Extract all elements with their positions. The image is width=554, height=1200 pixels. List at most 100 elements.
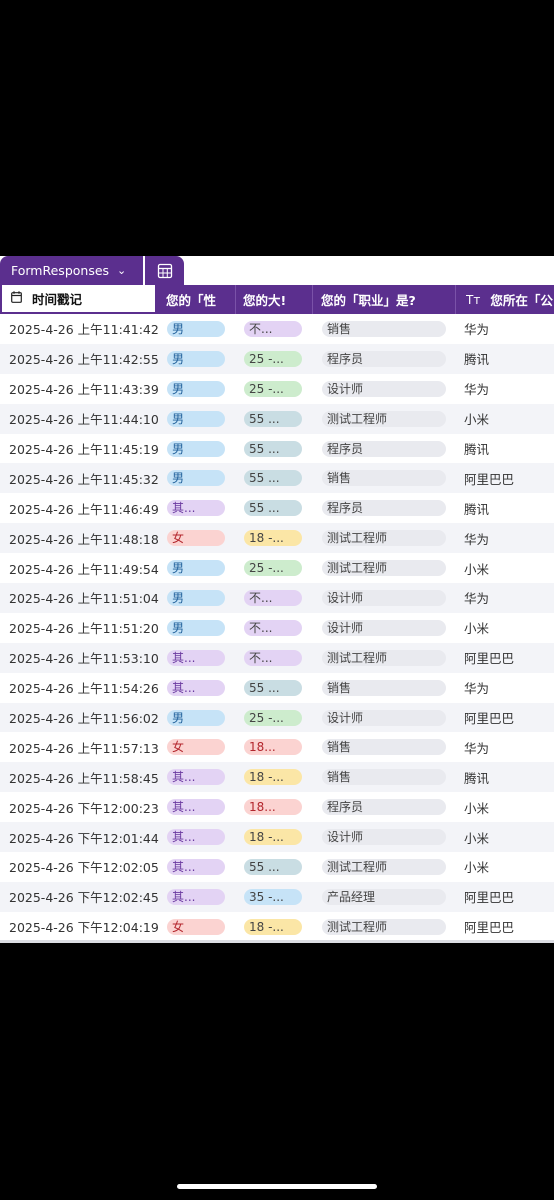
cell-age[interactable]: 18...: [244, 732, 302, 762]
column-divider[interactable]: [455, 285, 456, 314]
cell-age[interactable]: 55 ...: [244, 852, 302, 882]
cell-timestamp[interactable]: 2025-4-26 下午12:04:19: [9, 912, 159, 942]
cell-gender[interactable]: 男: [167, 374, 225, 404]
cell-gender[interactable]: 女: [167, 523, 225, 553]
cell-age[interactable]: 25 -...: [244, 553, 302, 583]
cell-company[interactable]: 华为: [464, 523, 489, 553]
cell-company[interactable]: 阿里巴巴: [464, 882, 514, 912]
cell-occupation[interactable]: 销售: [322, 673, 446, 703]
cell-gender[interactable]: 其...: [167, 762, 225, 792]
cell-occupation[interactable]: 程序员: [322, 344, 446, 374]
cell-timestamp[interactable]: 2025-4-26 下午12:02:05: [9, 852, 159, 882]
cell-age[interactable]: 25 -...: [244, 374, 302, 404]
cell-timestamp[interactable]: 2025-4-26 下午12:00:23: [9, 792, 159, 822]
table-row[interactable]: 2025-4-26 上午11:45:19 男 55 ... 程序员 腾讯: [0, 433, 554, 464]
cell-occupation[interactable]: 销售: [322, 732, 446, 762]
home-indicator[interactable]: [177, 1184, 377, 1189]
cell-company[interactable]: 腾讯: [464, 493, 489, 523]
table-row[interactable]: 2025-4-26 下午12:04:19 女 18 -... 测试工程师 阿里巴巴: [0, 911, 554, 942]
cell-gender[interactable]: 男: [167, 613, 225, 643]
cell-gender[interactable]: 男: [167, 553, 225, 583]
cell-age[interactable]: 25 -...: [244, 703, 302, 733]
cell-timestamp[interactable]: 2025-4-26 上午11:51:20: [9, 613, 159, 643]
cell-age[interactable]: 18 -...: [244, 912, 302, 942]
cell-occupation[interactable]: 程序员: [322, 493, 446, 523]
cell-timestamp[interactable]: 2025-4-26 上午11:53:10: [9, 643, 159, 673]
cell-company[interactable]: 阿里巴巴: [464, 463, 514, 493]
table-row[interactable]: 2025-4-26 下午12:02:05 其... 55 ... 测试工程师 小米: [0, 852, 554, 882]
cell-occupation[interactable]: 设计师: [322, 613, 446, 643]
cell-gender[interactable]: 男: [167, 434, 225, 464]
cell-company[interactable]: 小米: [464, 404, 489, 434]
cell-timestamp[interactable]: 2025-4-26 上午11:56:02: [9, 703, 159, 733]
cell-gender[interactable]: 其...: [167, 643, 225, 673]
cell-company[interactable]: 腾讯: [464, 762, 489, 792]
cell-occupation[interactable]: 测试工程师: [322, 553, 446, 583]
cell-age[interactable]: 18 -...: [244, 523, 302, 553]
cell-age[interactable]: 55 ...: [244, 434, 302, 464]
cell-timestamp[interactable]: 2025-4-26 上午11:58:45: [9, 762, 159, 792]
cell-age[interactable]: 不...: [244, 613, 302, 643]
table-row[interactable]: 2025-4-26 下午12:02:45 其... 35 -... 产品经理 阿里巴巴: [0, 881, 554, 912]
cell-timestamp[interactable]: 2025-4-26 上午11:41:42: [9, 314, 159, 344]
cell-company[interactable]: 阿里巴巴: [464, 643, 514, 673]
cell-gender[interactable]: 女: [167, 732, 225, 762]
cell-company[interactable]: 腾讯: [464, 344, 489, 374]
horizontal-scrollbar[interactable]: [0, 940, 554, 943]
cell-timestamp[interactable]: 2025-4-26 上午11:43:39: [9, 374, 159, 404]
cell-timestamp[interactable]: 2025-4-26 上午11:54:26: [9, 673, 159, 703]
cell-timestamp[interactable]: 2025-4-26 下午12:02:45: [9, 882, 159, 912]
table-row[interactable]: 2025-4-26 上午11:41:42 男 不... 销售 华为: [0, 314, 554, 344]
cell-age[interactable]: 55 ...: [244, 404, 302, 434]
table-row[interactable]: 2025-4-26 上午11:45:32 男 55 ... 销售 阿里巴巴: [0, 463, 554, 494]
cell-occupation[interactable]: 产品经理: [322, 882, 446, 912]
table-row[interactable]: 2025-4-26 上午11:51:04 男 不... 设计师 华为: [0, 583, 554, 613]
cell-gender[interactable]: 男: [167, 463, 225, 493]
column-header-occupation[interactable]: 您的「职业」是?: [321, 285, 455, 314]
table-row[interactable]: 2025-4-26 下午12:01:44 其... 18 -... 设计师 小米: [0, 822, 554, 853]
cell-occupation[interactable]: 设计师: [322, 822, 446, 852]
cell-occupation[interactable]: 测试工程师: [322, 852, 446, 882]
cell-age[interactable]: 18...: [244, 792, 302, 822]
table-row[interactable]: 2025-4-26 上午11:54:26 其... 55 ... 销售 华为: [0, 672, 554, 703]
cell-company[interactable]: 腾讯: [464, 434, 489, 464]
cell-occupation[interactable]: 销售: [322, 314, 446, 344]
cell-timestamp[interactable]: 2025-4-26 上午11:46:49: [9, 493, 159, 523]
table-row[interactable]: 2025-4-26 上午11:44:10 男 55 ... 测试工程师 小米: [0, 403, 554, 434]
table-row[interactable]: 2025-4-26 上午11:48:18 女 18 -... 测试工程师 华为: [0, 523, 554, 554]
cell-timestamp[interactable]: 2025-4-26 上午11:51:04: [9, 583, 159, 613]
cell-gender[interactable]: 女: [167, 912, 225, 942]
column-divider[interactable]: [312, 285, 313, 314]
cell-company[interactable]: 小米: [464, 852, 489, 882]
cell-occupation[interactable]: 设计师: [322, 583, 446, 613]
cell-gender[interactable]: 男: [167, 703, 225, 733]
cell-occupation[interactable]: 销售: [322, 463, 446, 493]
cell-timestamp[interactable]: 2025-4-26 上午11:57:13: [9, 732, 159, 762]
column-header-gender[interactable]: 您的「性: [166, 285, 236, 314]
cell-age[interactable]: 18 -...: [244, 822, 302, 852]
table-row[interactable]: 2025-4-26 下午12:00:23 其... 18... 程序员 小米: [0, 792, 554, 823]
cell-company[interactable]: 华为: [464, 583, 489, 613]
cell-timestamp[interactable]: 2025-4-26 上午11:44:10: [9, 404, 159, 434]
table-row[interactable]: 2025-4-26 上午11:57:13 女 18... 销售 华为: [0, 732, 554, 763]
cell-age[interactable]: 不...: [244, 583, 302, 613]
cell-age[interactable]: 不...: [244, 314, 302, 344]
cell-occupation[interactable]: 测试工程师: [322, 643, 446, 673]
cell-age[interactable]: 55 ...: [244, 673, 302, 703]
cell-occupation[interactable]: 测试工程师: [322, 523, 446, 553]
cell-occupation[interactable]: 设计师: [322, 374, 446, 404]
cell-timestamp[interactable]: 2025-4-26 上午11:49:54: [9, 553, 159, 583]
cell-company[interactable]: 小米: [464, 792, 489, 822]
table-row[interactable]: 2025-4-26 上午11:43:39 男 25 -... 设计师 华为: [0, 373, 554, 404]
cell-gender[interactable]: 其...: [167, 673, 225, 703]
cell-gender[interactable]: 男: [167, 344, 225, 374]
cell-occupation[interactable]: 程序员: [322, 792, 446, 822]
cell-company[interactable]: 阿里巴巴: [464, 912, 514, 942]
cell-age[interactable]: 55 ...: [244, 463, 302, 493]
cell-company[interactable]: 阿里巴巴: [464, 703, 514, 733]
cell-gender[interactable]: 其...: [167, 882, 225, 912]
column-header-timestamp[interactable]: 时间戳记: [0, 285, 157, 314]
table-row[interactable]: 2025-4-26 上午11:58:45 其... 18 -... 销售 腾讯: [0, 762, 554, 793]
cell-gender[interactable]: 其...: [167, 852, 225, 882]
cell-occupation[interactable]: 销售: [322, 762, 446, 792]
